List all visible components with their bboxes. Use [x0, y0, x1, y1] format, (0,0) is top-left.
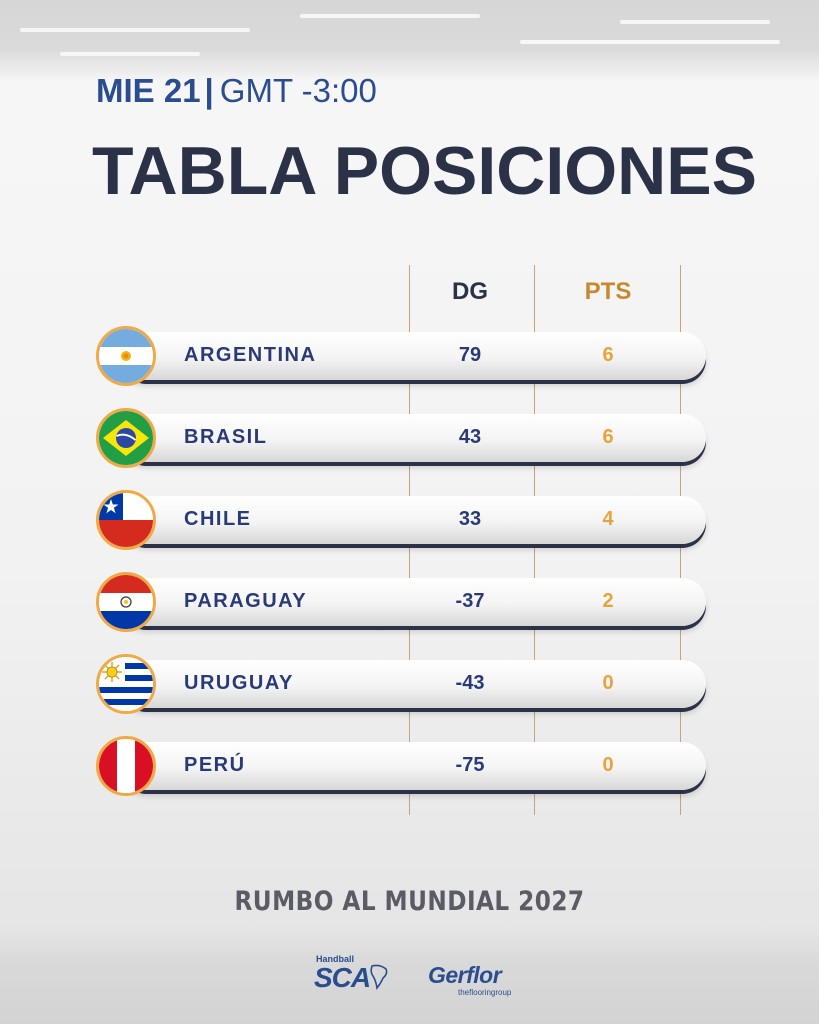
row-background [122, 742, 706, 790]
goal-difference: -43 [455, 672, 485, 694]
column-divider [409, 265, 410, 335]
row-background [122, 496, 706, 544]
chile-flag-icon [96, 490, 156, 550]
column-divider [680, 265, 681, 335]
brush-streak [20, 28, 250, 32]
goal-difference: 43 [458, 426, 482, 448]
table-row: PERÚ -75 0 [96, 736, 708, 796]
date-separator: | [204, 72, 214, 109]
gerflor-logo: Gerflor theflooringroup [428, 962, 524, 1002]
column-divider [534, 335, 535, 815]
timezone: GMT -3:00 [219, 72, 377, 109]
gerflor-logo-tagline: theflooringroup [458, 988, 512, 997]
goal-difference: -75 [455, 754, 485, 776]
brazil-flag-icon [96, 408, 156, 468]
row-background [122, 578, 706, 626]
sca-logo-text: SCA [314, 962, 371, 993]
column-header-dg: DG [452, 278, 488, 305]
table-row: BRASIL 43 6 [96, 408, 708, 468]
brush-streak [60, 52, 200, 56]
brush-streak [300, 14, 480, 18]
team-name: ARGENTINA [184, 344, 317, 366]
bottom-brush-decoration [0, 930, 819, 1024]
gerflor-logo-text: Gerflor [428, 962, 502, 988]
team-name: URUGUAY [184, 672, 294, 694]
team-name: PARAGUAY [184, 590, 308, 612]
match-day: MIE 21 [96, 72, 201, 109]
points: 0 [602, 672, 614, 694]
points: 0 [602, 754, 614, 776]
table-row: PARAGUAY -37 2 [96, 572, 708, 632]
points: 4 [602, 508, 614, 530]
table-row: CHILE 33 4 [96, 490, 708, 550]
peru-flag-icon [96, 736, 156, 796]
row-background [122, 660, 706, 708]
page-title: TABLA POSICIONES [92, 133, 757, 209]
team-name: CHILE [184, 508, 252, 530]
goal-difference: 79 [458, 344, 482, 366]
goal-difference: -37 [455, 590, 485, 612]
table-row: URUGUAY -43 0 [96, 654, 708, 714]
table-row: ARGENTINA 79 6 [96, 326, 708, 386]
argentina-flag-icon [96, 326, 156, 386]
column-divider [534, 265, 535, 335]
goal-difference: 33 [458, 508, 482, 530]
sca-handball-logo: Handball SCA [312, 954, 392, 998]
points: 2 [602, 590, 614, 612]
match-date: MIE 21 | GMT -3:00 [96, 72, 377, 110]
row-background [122, 414, 706, 462]
continent-icon [370, 964, 388, 990]
column-divider [409, 335, 410, 815]
column-header-pts: PTS [584, 278, 632, 305]
paraguay-flag-icon [96, 572, 156, 632]
sca-logo-subtext: Handball [316, 954, 355, 964]
row-background [122, 332, 706, 380]
team-name: PERÚ [184, 754, 246, 776]
column-divider [680, 335, 681, 815]
points: 6 [602, 426, 614, 448]
team-name: BRASIL [184, 426, 268, 448]
points: 6 [602, 344, 614, 366]
uruguay-flag-icon [96, 654, 156, 714]
brush-streak [620, 20, 770, 24]
brush-streak [520, 40, 780, 44]
tagline: RUMBO AL MUNDIAL 2027 [234, 886, 585, 917]
